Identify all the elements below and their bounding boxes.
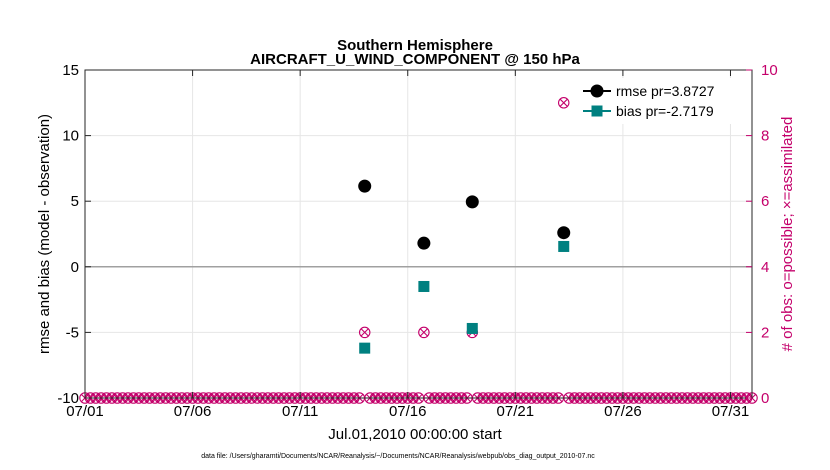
y-axis-label: rmse and bias (model - observation)	[36, 114, 53, 354]
x-tick-label: 07/06	[174, 403, 212, 420]
obs-assimilated-marker	[559, 98, 568, 107]
y-right-tick-label: 2	[761, 324, 769, 341]
y-right-tick-label: 4	[761, 259, 769, 276]
bias-point	[418, 280, 430, 292]
y-tick-label: 5	[71, 193, 79, 210]
y-axis-label-right: # of obs: o=possible; ×=assimilated	[779, 117, 796, 352]
x-axis-label: Jul.01,2010 00:00:00 start	[328, 426, 502, 443]
legend-rmse-label: rmse pr=3.8727	[616, 83, 715, 99]
y-tick-label: 0	[71, 259, 79, 276]
x-tick-label: 07/01	[66, 403, 104, 420]
y-right-tick-label: 0	[761, 390, 769, 407]
plot-area	[85, 70, 752, 398]
axis-ticks: 07/01 07/06 07/11 07/16 07/21 07/26 07/31 -10 -5…	[57, 62, 777, 420]
y-right-tick-label: 6	[761, 193, 769, 210]
obs-assimilated-marker	[360, 328, 369, 337]
bias-point	[359, 342, 371, 354]
obs-assimilated-marker	[419, 328, 429, 337]
y-tick-label: 15	[62, 62, 79, 79]
obs-possible-marker	[358, 326, 371, 339]
obs-marker	[557, 97, 570, 109]
bias-point	[466, 322, 478, 334]
legend-rmse-marker	[590, 84, 604, 98]
y-tick-label: -10	[57, 390, 79, 407]
legend-box	[580, 78, 746, 124]
x-tick-label: 07/31	[712, 403, 750, 420]
chart-subtitle: AIRCRAFT_U_WIND_COMPONENT @ 150 hPa	[250, 51, 580, 68]
y-right-tick-label: 8	[761, 128, 769, 145]
y-right-tick-label: 10	[761, 62, 778, 79]
obs-possible-marker	[418, 326, 430, 339]
x-tick-label: 07/11	[282, 403, 318, 420]
x-tick-label: 07/16	[389, 403, 427, 420]
series-markers	[358, 179, 571, 354]
legend: rmse pr=3.8727 bias pr=-2.7179	[580, 78, 746, 124]
plot-frame	[84, 69, 753, 399]
rmse-point	[557, 226, 571, 240]
rmse-point	[358, 179, 372, 193]
bias-point	[558, 240, 570, 252]
chart-title: Southern Hemisphere	[337, 37, 493, 54]
obs-marker	[418, 326, 430, 339]
y-tick-label: -5	[66, 324, 79, 341]
x-tick-label: 07/21	[497, 403, 535, 420]
rmse-point	[465, 195, 479, 209]
obs-marker	[358, 326, 371, 339]
x-tick-label: 07/26	[604, 403, 642, 420]
data-file-footnote: data file: /Users/gharamti/Documents/NCA…	[201, 453, 595, 460]
obs-possible-marker	[557, 97, 570, 109]
y-tick-label: 10	[62, 128, 79, 145]
legend-bias-label: bias pr=-2.7179	[616, 103, 714, 119]
legend-bias-marker	[591, 105, 603, 117]
rmse-point	[417, 236, 431, 250]
